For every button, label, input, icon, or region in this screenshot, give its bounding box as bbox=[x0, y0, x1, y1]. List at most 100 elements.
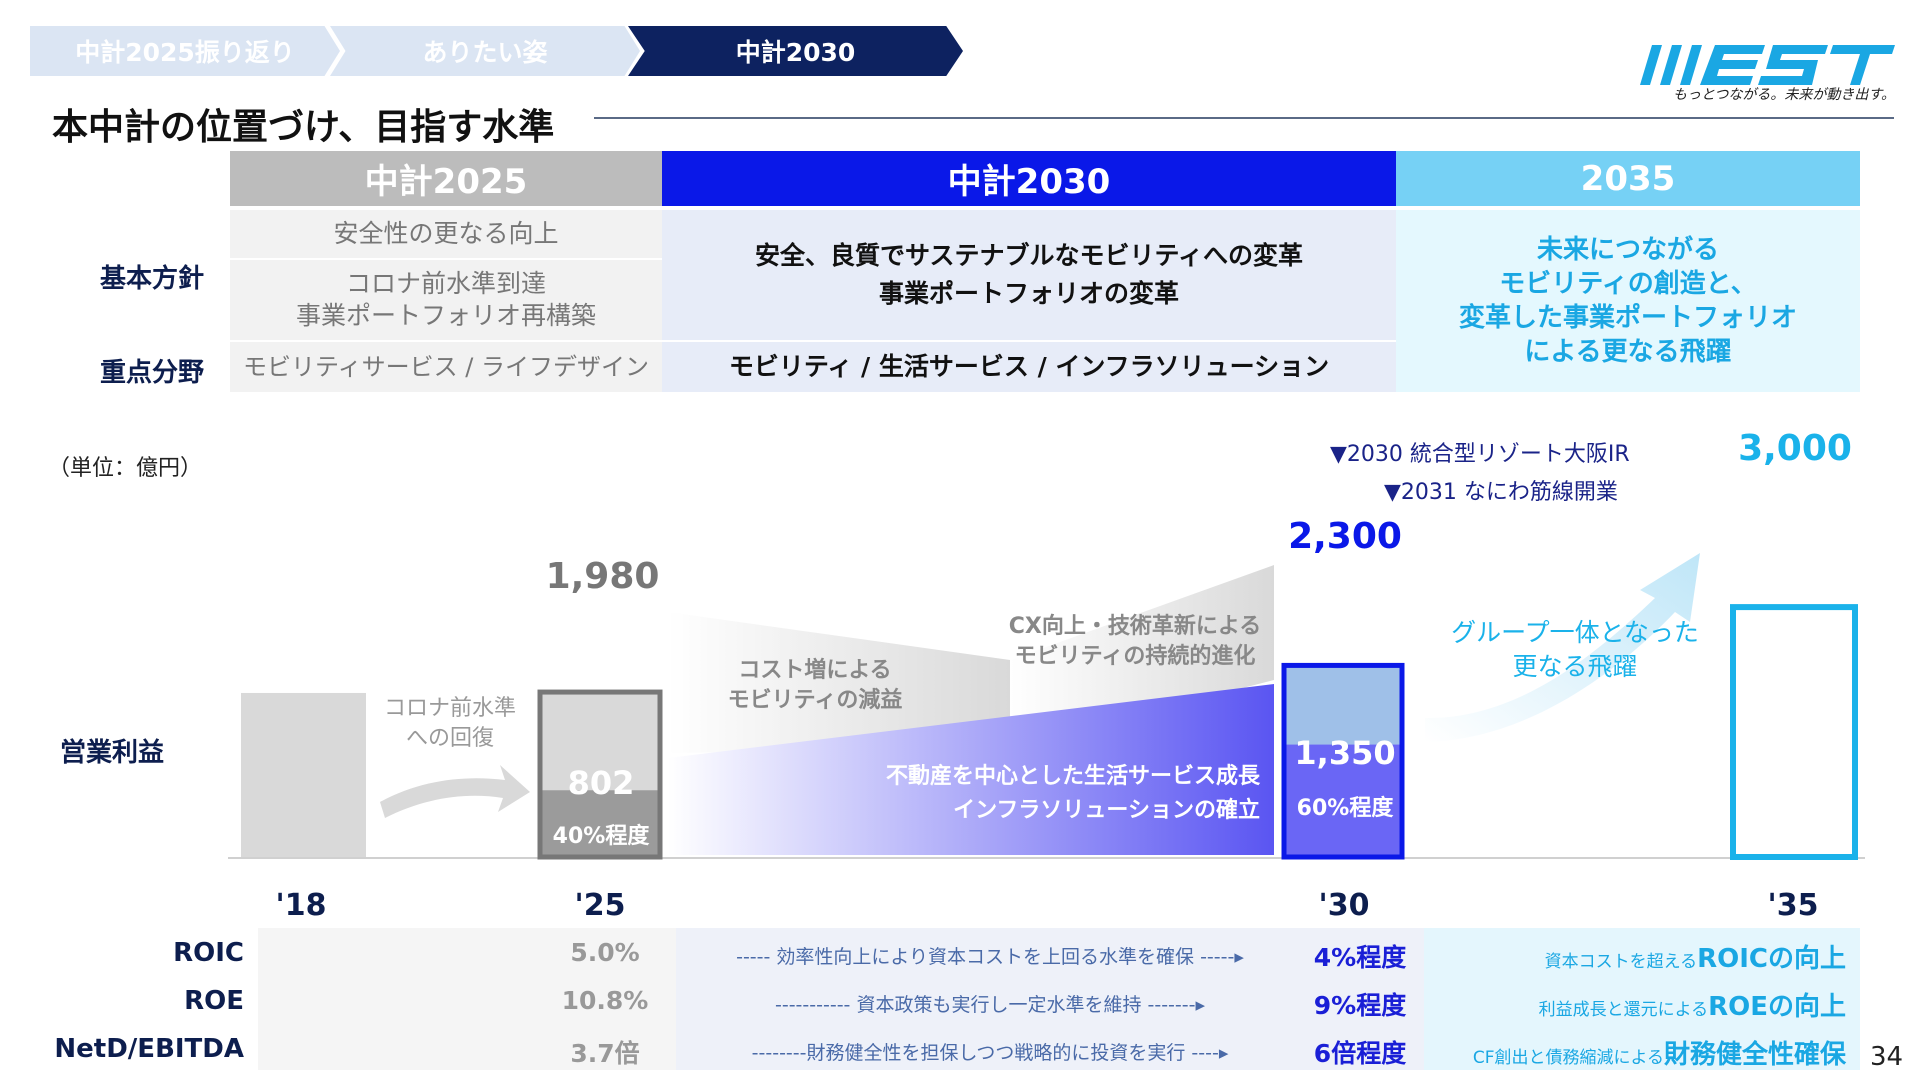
annotation-group: グループ一体となった 更なる飛躍 bbox=[1440, 616, 1710, 684]
metric-description: --------財務健全性を担保しつつ戦略的に投資を実行 ----▸ bbox=[751, 1042, 1229, 1064]
focus-2030: モビリティ / 生活サービス / インフラソリューション bbox=[662, 342, 1396, 392]
metric-goal-35: CF創出と債務縮減による財務健全性確保 bbox=[1430, 1034, 1860, 1071]
bar-share-25: 40%程度 bbox=[552, 824, 650, 849]
note-ir: ▼2030 統合型リゾート大阪IR bbox=[1330, 442, 1630, 467]
metric-label: NetD/EBITDA bbox=[54, 1034, 244, 1064]
annotation-cost: コスト増による モビリティの減益 bbox=[710, 656, 920, 716]
breadcrumb-label: ありたい姿 bbox=[422, 38, 548, 67]
policy-2025-line: コロナ前水準到達 bbox=[345, 269, 546, 298]
annotation-line: への回復 bbox=[405, 726, 494, 751]
metric-goal-35: 資本コストを超えるROICの向上 bbox=[1430, 938, 1860, 975]
annotation-line: モビリティの持続的進化 bbox=[1014, 644, 1256, 669]
row-label-policy: 基本方針 bbox=[100, 264, 205, 294]
annotation-line: CX向上・技術革新による bbox=[1008, 614, 1262, 639]
vision-2035-line: 変革した事業ポートフォリオ bbox=[1458, 303, 1797, 333]
metric-value-25: 5.0% bbox=[570, 938, 640, 967]
west-logo bbox=[1640, 45, 1895, 85]
metric-description: ----------- 資本政策も実行し一定水準を維持 -------▸ bbox=[774, 994, 1206, 1016]
bar-part-label-30: 1,350 bbox=[1294, 734, 1396, 772]
group-arrow bbox=[1425, 553, 1700, 742]
bar-30-life bbox=[1284, 744, 1402, 857]
breadcrumb-step-3[interactable]: 中計2030 bbox=[628, 26, 963, 76]
header-2030: 中計2030 bbox=[662, 151, 1396, 206]
metric-value-30: 6倍程度 bbox=[1313, 1039, 1407, 1068]
bar-part-label-25: 802 bbox=[567, 764, 635, 802]
x-label-25: '25 bbox=[574, 888, 626, 923]
row-label-focus: 重点分野 bbox=[100, 358, 205, 388]
policy-2030: 安全、良質でサステナブルなモビリティへの変革 事業ポートフォリオの変革 bbox=[662, 210, 1396, 340]
bar-35 bbox=[1730, 604, 1858, 860]
bar-25-life bbox=[540, 790, 660, 857]
bar-label-25: 1,980 bbox=[545, 556, 660, 597]
breadcrumb-label: 中計2025振り返り bbox=[75, 38, 295, 67]
annotation-growth: 不動産を中心とした生活サービス成長 インフラソリューションの確立 bbox=[860, 760, 1260, 828]
metric-value-30: 4%程度 bbox=[1313, 943, 1407, 972]
bar-label-30: 2,300 bbox=[1288, 516, 1402, 557]
metric-goal-small: 利益成長と還元による bbox=[1538, 1000, 1709, 1020]
recovery-arrow bbox=[380, 765, 530, 818]
metric-goal-big: ROICの向上 bbox=[1697, 944, 1846, 974]
growth-wedge bbox=[668, 684, 1274, 855]
metric-goal-big: 財務健全性確保 bbox=[1663, 1040, 1846, 1070]
annotation-line: コロナ前水準 bbox=[383, 696, 516, 721]
bar-25-outline bbox=[537, 689, 663, 860]
logo-tagline: もっとつながる。未来が動き出す。 bbox=[1672, 87, 1895, 103]
annotation-line: 更なる飛躍 bbox=[1512, 652, 1638, 681]
metric-value-30: 9%程度 bbox=[1313, 991, 1407, 1020]
metrics-bg-25 bbox=[258, 928, 676, 1070]
focus-2025: モビリティサービス / ライフデザイン bbox=[230, 342, 662, 392]
chart-row-label: 営業利益 bbox=[60, 738, 165, 768]
metric-label: ROIC bbox=[173, 938, 244, 968]
title-rule bbox=[594, 117, 1894, 119]
metric-goal-small: 資本コストを超える bbox=[1544, 952, 1698, 972]
bar-label-35: 3,000 bbox=[1738, 428, 1852, 469]
policy-2025-safety: 安全性の更なる向上 bbox=[230, 210, 662, 258]
bar-18 bbox=[241, 692, 366, 857]
annotation-recovery: コロナ前水準 への回復 bbox=[380, 694, 520, 754]
policy-2025-line: 事業ポートフォリオ再構築 bbox=[295, 301, 596, 330]
x-label-18: '18 bbox=[275, 888, 327, 923]
header-2025: 中計2025 bbox=[230, 151, 662, 206]
bar-30-mobility bbox=[1284, 665, 1402, 745]
header-2035: 2035 bbox=[1396, 151, 1860, 206]
breadcrumb-step-1[interactable]: 中計2025振り返り bbox=[30, 26, 340, 76]
annotation-line: グループ一体となった bbox=[1451, 618, 1699, 647]
annotation-line: コスト増による bbox=[738, 658, 892, 683]
note-naniwa: ▼2031 なにわ筋線開業 bbox=[1384, 480, 1618, 505]
bar-layer bbox=[241, 604, 1858, 860]
cost-wedge bbox=[668, 612, 1010, 753]
metrics-bg-30 bbox=[676, 928, 1424, 1070]
metric-description: ----- 効率性向上により資本コストを上回る水準を確保 -----▸ bbox=[736, 946, 1244, 968]
x-label-35: '35 bbox=[1767, 888, 1819, 923]
x-label-30: '30 bbox=[1318, 888, 1370, 923]
vision-2035-line: モビリティの創造と、 bbox=[1499, 269, 1757, 299]
vision-2035-line: による更なる飛躍 bbox=[1524, 337, 1732, 367]
vision-2035: 未来につながる モビリティの創造と、 変革した事業ポートフォリオ による更なる飛… bbox=[1396, 210, 1860, 392]
policy-2030-line: 安全、良質でサステナブルなモビリティへの変革 bbox=[754, 241, 1303, 270]
annotation-line: モビリティの減益 bbox=[727, 688, 903, 713]
annotation-line: 不動産を中心とした生活サービス成長 bbox=[885, 764, 1260, 789]
annotation-line: インフラソリューションの確立 bbox=[953, 798, 1260, 823]
page-title: 本中計の位置づけ、目指す水準 bbox=[52, 107, 555, 148]
policy-2025-portfolio: コロナ前水準到達 事業ポートフォリオ再構築 bbox=[230, 260, 662, 340]
metric-label: ROE bbox=[184, 986, 244, 1016]
breadcrumb-label: 中計2030 bbox=[735, 38, 856, 67]
vision-2035-line: 未来につながる bbox=[1536, 235, 1719, 265]
metric-value-25: 10.8% bbox=[561, 986, 649, 1015]
metric-goal-35: 利益成長と還元によるROEの向上 bbox=[1430, 986, 1860, 1023]
cx-wedge bbox=[1010, 565, 1274, 748]
annotation-cx: CX向上・技術革新による モビリティの持続的進化 bbox=[990, 612, 1280, 672]
unit-label: （単位：億円） bbox=[48, 456, 203, 481]
page-number: 34 bbox=[1870, 1042, 1904, 1072]
policy-2030-line: 事業ポートフォリオの変革 bbox=[878, 279, 1179, 308]
breadcrumb-step-2[interactable]: ありたい姿 bbox=[330, 26, 640, 76]
metrics-bg-35 bbox=[1424, 928, 1860, 1070]
bar-25-mobility bbox=[540, 692, 660, 791]
bar-share-30: 60%程度 bbox=[1296, 796, 1394, 821]
metric-value-25: 3.7倍 bbox=[570, 1039, 640, 1068]
bar-label-18: 1,969 bbox=[251, 628, 354, 666]
metric-goal-big: ROEの向上 bbox=[1708, 992, 1846, 1022]
metric-goal-small: CF創出と債務縮減による bbox=[1472, 1048, 1664, 1068]
bar-30-outline bbox=[1281, 662, 1405, 860]
